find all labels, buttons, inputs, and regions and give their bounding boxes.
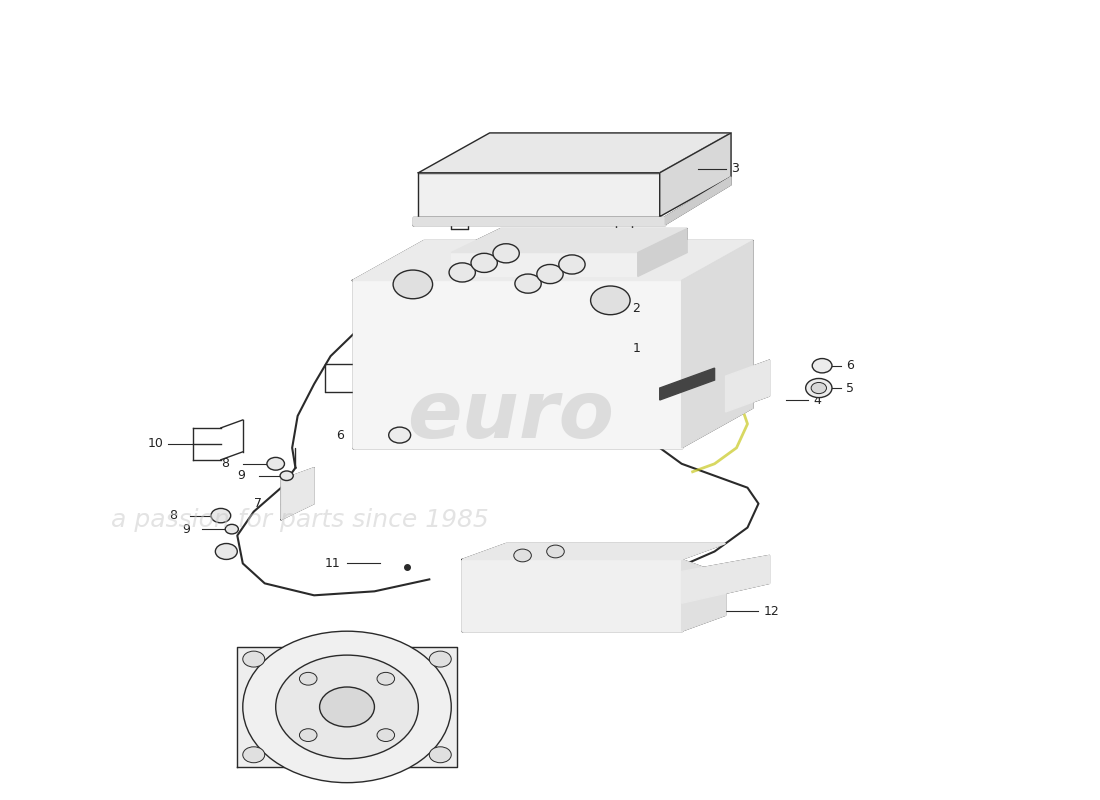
Text: 7: 7 [254, 497, 262, 510]
Circle shape [514, 549, 531, 562]
Circle shape [812, 358, 832, 373]
Circle shape [559, 255, 585, 274]
Polygon shape [638, 229, 688, 277]
Polygon shape [682, 559, 726, 631]
Text: 6: 6 [846, 359, 854, 372]
Circle shape [377, 729, 395, 742]
Text: 8: 8 [221, 458, 229, 470]
Text: euro: euro [407, 377, 614, 455]
Circle shape [280, 471, 294, 481]
Polygon shape [352, 241, 754, 281]
Text: 1: 1 [632, 342, 640, 354]
Circle shape [471, 254, 497, 273]
Polygon shape [238, 647, 456, 766]
Polygon shape [451, 253, 638, 277]
Text: a passion for parts since 1985: a passion for parts since 1985 [111, 507, 488, 531]
Circle shape [216, 543, 238, 559]
Text: 6: 6 [336, 429, 344, 442]
Polygon shape [660, 368, 715, 400]
Circle shape [388, 427, 410, 443]
Circle shape [515, 274, 541, 293]
Polygon shape [666, 177, 732, 225]
Text: 9: 9 [183, 522, 190, 536]
Polygon shape [726, 360, 769, 412]
Circle shape [211, 509, 231, 522]
Text: 11: 11 [326, 557, 341, 570]
Circle shape [226, 524, 239, 534]
Circle shape [276, 655, 418, 758]
Circle shape [429, 651, 451, 667]
Circle shape [429, 746, 451, 762]
Circle shape [299, 729, 317, 742]
Circle shape [243, 651, 265, 667]
Polygon shape [282, 468, 315, 519]
Text: 2: 2 [632, 302, 640, 315]
Circle shape [537, 265, 563, 284]
Circle shape [805, 378, 832, 398]
Text: 5: 5 [846, 382, 855, 394]
Polygon shape [462, 559, 682, 631]
Text: 12: 12 [764, 605, 780, 618]
Polygon shape [418, 173, 660, 217]
Circle shape [493, 244, 519, 263]
Circle shape [243, 631, 451, 782]
Text: 4: 4 [813, 394, 822, 406]
Circle shape [299, 672, 317, 685]
Text: 9: 9 [238, 470, 245, 482]
Polygon shape [660, 133, 732, 217]
Circle shape [449, 263, 475, 282]
Text: 13: 13 [346, 665, 363, 678]
Circle shape [547, 545, 564, 558]
Text: 3: 3 [732, 162, 739, 175]
Polygon shape [418, 133, 732, 173]
Circle shape [267, 458, 285, 470]
Circle shape [591, 286, 630, 314]
Polygon shape [412, 217, 666, 225]
Polygon shape [682, 555, 769, 603]
Circle shape [811, 382, 826, 394]
Circle shape [243, 746, 265, 762]
Polygon shape [451, 229, 688, 253]
Circle shape [377, 672, 395, 685]
Circle shape [320, 687, 374, 727]
Circle shape [393, 270, 432, 298]
Polygon shape [352, 281, 682, 448]
Text: 8: 8 [169, 509, 177, 522]
Polygon shape [682, 241, 754, 448]
Polygon shape [462, 543, 726, 559]
Text: 10: 10 [147, 438, 163, 450]
